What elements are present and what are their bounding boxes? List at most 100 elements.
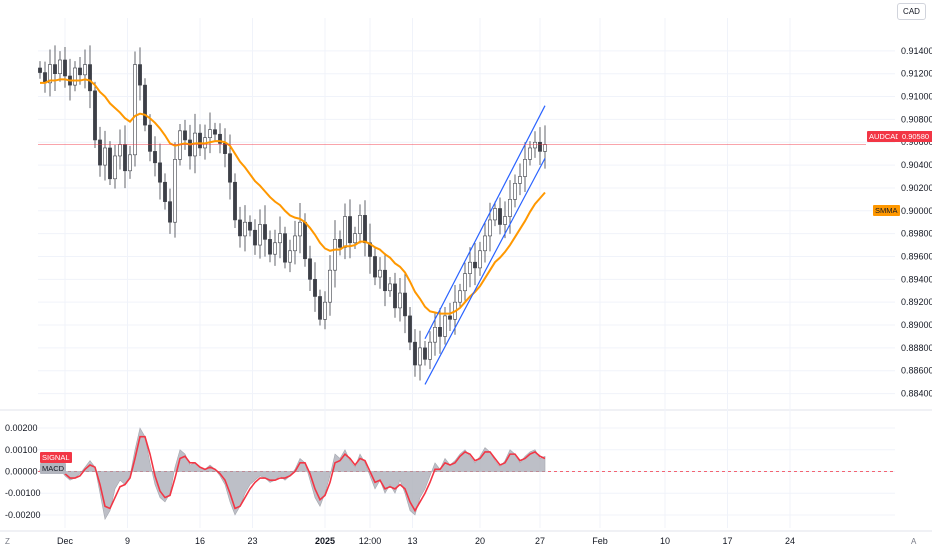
smma-tag: SMMA [873, 205, 900, 216]
candle-body [318, 296, 321, 319]
candle-body [323, 302, 326, 319]
candle-body [108, 148, 111, 179]
candle-body [118, 145, 121, 156]
candle-body [233, 182, 236, 220]
currency-button[interactable]: CAD [897, 3, 926, 20]
candle-body [128, 155, 131, 171]
candle-body [138, 65, 141, 86]
candle-body [478, 251, 481, 268]
candle-body [248, 222, 251, 230]
macd-y-tick-label: -0.00200 [5, 510, 41, 520]
candle-body [543, 145, 546, 152]
y-tick-label: 0.89400 [901, 274, 932, 284]
candle-body [313, 279, 316, 296]
candle-body [63, 60, 66, 76]
macd-y-tick-label: 0.00200 [5, 423, 38, 433]
candle-body [88, 65, 91, 91]
macd-y-tick-label: 0.00000 [5, 467, 38, 477]
x-tick-label: 9 [125, 536, 130, 546]
channel-upper-line [425, 106, 545, 339]
x-tick-label: 23 [247, 536, 257, 546]
candle-body [428, 342, 431, 359]
candle-body [228, 154, 231, 183]
y-tick-label: 0.89000 [901, 320, 932, 330]
candle-body [78, 68, 81, 75]
candle-body [493, 209, 496, 220]
candle-body [418, 348, 421, 365]
x-tick-label: Feb [592, 536, 608, 546]
candle-body [93, 91, 96, 140]
x-tick-label: 17 [722, 536, 732, 546]
candle-body [243, 222, 246, 236]
candle-body [473, 262, 476, 268]
autoscale-icon[interactable]: A [911, 537, 916, 546]
candle-body [388, 284, 391, 291]
candle-body [208, 130, 211, 138]
candle-body [413, 342, 416, 365]
candle-body [483, 236, 486, 251]
y-tick-label: 0.89200 [901, 297, 932, 307]
candle-body [408, 316, 411, 342]
candle-body [393, 284, 396, 308]
candle-body [423, 348, 426, 359]
candle-body [508, 199, 511, 216]
x-tick-label: 20 [475, 536, 485, 546]
x-tick-label: 10 [660, 536, 670, 546]
candle-body [73, 68, 76, 85]
x-tick-label: 13 [407, 536, 417, 546]
candle-body [148, 125, 151, 151]
candle-body [353, 234, 356, 243]
candle-body [338, 239, 341, 247]
candle-body [168, 202, 171, 223]
candle-body [443, 316, 446, 337]
candle-body [373, 256, 376, 277]
smma-line [40, 79, 545, 313]
candle-body [468, 262, 471, 273]
y-tick-label: 0.90200 [901, 183, 932, 193]
channel-lower-line [425, 158, 545, 384]
candle-body [98, 140, 101, 165]
candle-body [343, 217, 346, 248]
candle-body [533, 142, 536, 148]
candle-body [258, 224, 261, 245]
candles [38, 45, 546, 380]
candle-body [143, 85, 146, 125]
x-tick-label: 2025 [315, 536, 335, 546]
macd-tag: MACD [40, 463, 66, 474]
y-tick-label: 0.91000 [901, 92, 932, 102]
candle-body [288, 251, 291, 262]
candle-body [183, 131, 186, 140]
x-tick-label: 16 [195, 536, 205, 546]
candle-body [133, 65, 136, 155]
candle-body [538, 142, 541, 151]
candle-body [398, 293, 401, 308]
candle-body [363, 215, 366, 242]
candle-body [153, 151, 156, 162]
candle-body [53, 65, 56, 74]
candle-body [503, 217, 506, 225]
candle-body [293, 236, 296, 251]
y-tick-label: 0.88400 [901, 389, 932, 399]
candle-body [333, 239, 336, 270]
candle-body [458, 291, 461, 302]
y-axis-macd: 0.00200 0.00100 0.00000 -0.00100 -0.00200 [5, 423, 41, 520]
candle-body [298, 222, 301, 236]
candle-body [123, 145, 126, 171]
y-tick-label: 0.91400 [901, 46, 932, 56]
candle-body [113, 156, 116, 179]
candle-body [348, 217, 351, 243]
candle-body [238, 220, 241, 236]
candle-body [308, 259, 311, 280]
signal-tag: SIGNAL [40, 452, 72, 463]
candle-body [213, 130, 216, 135]
y-tick-label: 0.88600 [901, 366, 932, 376]
candle-body [263, 224, 266, 239]
candle-body [358, 215, 361, 233]
candle-body [498, 209, 501, 225]
candle-body [328, 270, 331, 302]
y-tick-label: 0.89800 [901, 229, 932, 239]
candle-body [283, 234, 286, 263]
candle-body [278, 234, 281, 243]
timezone-icon[interactable]: Z [5, 537, 10, 546]
